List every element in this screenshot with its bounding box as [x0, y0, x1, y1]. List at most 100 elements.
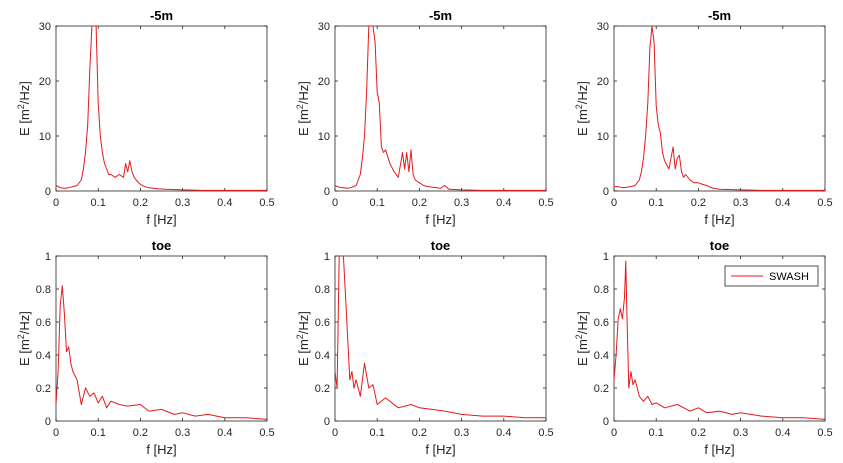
x-tick-label: 0.4 — [496, 427, 511, 439]
y-tick-label: 0.8 — [594, 284, 609, 296]
x-tick-label: 0.3 — [175, 427, 190, 439]
legend-entry: SWASH — [769, 271, 809, 283]
y-axis-label-tail: /Hz] — [575, 311, 590, 334]
legend-box — [724, 265, 819, 287]
y-axis-label-sup: 2 — [295, 104, 305, 109]
y-tick-label: 0.6 — [315, 317, 330, 329]
series-line — [614, 260, 825, 420]
y-tick-label: 0 — [324, 186, 330, 198]
y-tick-label: 0.4 — [315, 350, 330, 362]
series-line — [56, 26, 267, 191]
x-tick-label: 0.2 — [133, 197, 148, 209]
y-tick-label: 0 — [324, 416, 330, 428]
x-axis-label: f [Hz] — [704, 442, 734, 457]
x-axis-label: f [Hz] — [146, 442, 176, 457]
x-tick-label: 0.5 — [538, 427, 553, 439]
y-tick-label: 0.6 — [594, 317, 609, 329]
subplot-title: toe — [152, 238, 172, 253]
y-axis-label-base: E [m — [296, 109, 311, 136]
x-axis-label: f [Hz] — [146, 212, 176, 227]
y-tick-label: 20 — [597, 76, 609, 88]
x-tick-label: 0.1 — [649, 197, 664, 209]
subplot-3: 0 0.1 0.2 0.3 0.4 0.5 0 10 20 30 -5m f [Hz] E [m2/Hz… — [574, 8, 833, 227]
x-tick-label: 0.3 — [733, 427, 748, 439]
y-tick-label: 0.4 — [594, 350, 609, 362]
y-axis-label-base: E [m — [575, 339, 590, 366]
x-tick-label: 0.5 — [259, 197, 274, 209]
y-tick-label: 0.2 — [36, 383, 51, 395]
x-tick-label: 0.4 — [775, 197, 790, 209]
x-tick-label: 0.3 — [454, 197, 469, 209]
x-tick-label: 0.1 — [370, 197, 385, 209]
x-tick-label: 0.4 — [217, 427, 232, 439]
series-line — [614, 26, 825, 191]
y-tick-label: 20 — [318, 76, 330, 88]
x-tick-label: 0.5 — [538, 197, 553, 209]
subplot-title: -5m — [429, 8, 452, 23]
y-tick-label: 0.8 — [315, 284, 330, 296]
x-tick-label: 0 — [53, 197, 59, 209]
axes-box — [613, 25, 826, 192]
legend: SWASH — [724, 265, 819, 287]
y-axis-label-base: E [m — [575, 109, 590, 136]
y-axis-label-base: E [m — [17, 339, 32, 366]
y-tick-label: 10 — [39, 131, 51, 143]
y-axis-label-sup: 2 — [574, 104, 584, 109]
y-axis-label: E [m2/Hz] — [16, 81, 32, 136]
y-axis-label-base: E [m — [296, 339, 311, 366]
x-tick-label: 0.3 — [454, 427, 469, 439]
subplot-1: 0 0.1 0.2 0.3 0.4 0.5 0 10 20 30 -5m f [Hz] E [m2/Hz… — [16, 8, 275, 227]
x-tick-label: 0 — [332, 197, 338, 209]
x-tick-label: 0.4 — [496, 197, 511, 209]
y-tick-label: 0 — [603, 186, 609, 198]
y-axis-label: E [m2/Hz] — [574, 81, 590, 136]
y-axis-label-tail: /Hz] — [17, 311, 32, 334]
x-tick-label: 0.2 — [412, 197, 427, 209]
x-tick-label: 0.3 — [175, 197, 190, 209]
x-tick-label: 0.4 — [775, 427, 790, 439]
x-tick-label: 0.2 — [691, 197, 706, 209]
x-tick-label: 0.2 — [412, 427, 427, 439]
y-axis-label-tail: /Hz] — [17, 81, 32, 104]
y-axis-label: E [m2/Hz] — [16, 311, 32, 366]
y-axis-label-base: E [m — [17, 109, 32, 136]
subplot-title: toe — [710, 238, 730, 253]
y-tick-label: 0.4 — [36, 350, 51, 362]
subplot-4: 0 0.1 0.2 0.3 0.4 0.5 0 0.2 0.4 0.6 0.8 1 toe f [Hz] E… — [16, 238, 275, 457]
x-tick-label: 0.5 — [817, 427, 832, 439]
y-axis-label: E [m2/Hz] — [295, 311, 311, 366]
x-tick-label: 0 — [53, 427, 59, 439]
y-tick-label: 1 — [45, 251, 51, 263]
x-tick-label: 0.5 — [259, 427, 274, 439]
x-tick-label: 0.4 — [217, 197, 232, 209]
x-tick-label: 0.2 — [133, 427, 148, 439]
y-tick-label: 0 — [45, 416, 51, 428]
y-axis-label-sup: 2 — [16, 104, 26, 109]
y-tick-label: 1 — [324, 251, 330, 263]
subplot-2: 0 0.1 0.2 0.3 0.4 0.5 0 10 20 30 -5m f [Hz] E [m2/Hz… — [295, 8, 554, 227]
x-tick-label: 0.1 — [91, 427, 106, 439]
x-tick-label: 0 — [611, 427, 617, 439]
x-tick-label: 0.1 — [370, 427, 385, 439]
axes-box — [55, 25, 268, 192]
axes-box — [334, 25, 547, 192]
series-line — [335, 256, 546, 419]
x-tick-label: 0 — [611, 197, 617, 209]
x-tick-label: 0.3 — [733, 197, 748, 209]
subplot-title: toe — [431, 238, 451, 253]
series-line — [335, 26, 546, 191]
y-axis-label-tail: /Hz] — [296, 311, 311, 334]
y-tick-label: 1 — [603, 251, 609, 263]
subplot-6: 0 0.1 0.2 0.3 0.4 0.5 0 0.2 0.4 0.6 0.8 1 toe f [Hz] E… — [574, 238, 833, 457]
y-tick-label: 30 — [597, 21, 609, 33]
y-axis-label: E [m2/Hz] — [574, 311, 590, 366]
axes-box — [334, 255, 547, 422]
y-tick-label: 0.2 — [315, 383, 330, 395]
y-axis-label-tail: /Hz] — [296, 81, 311, 104]
x-axis-label: f [Hz] — [704, 212, 734, 227]
x-tick-label: 0.5 — [817, 197, 832, 209]
y-tick-label: 30 — [318, 21, 330, 33]
axes-box — [55, 255, 268, 422]
y-axis-label-sup: 2 — [574, 334, 584, 339]
